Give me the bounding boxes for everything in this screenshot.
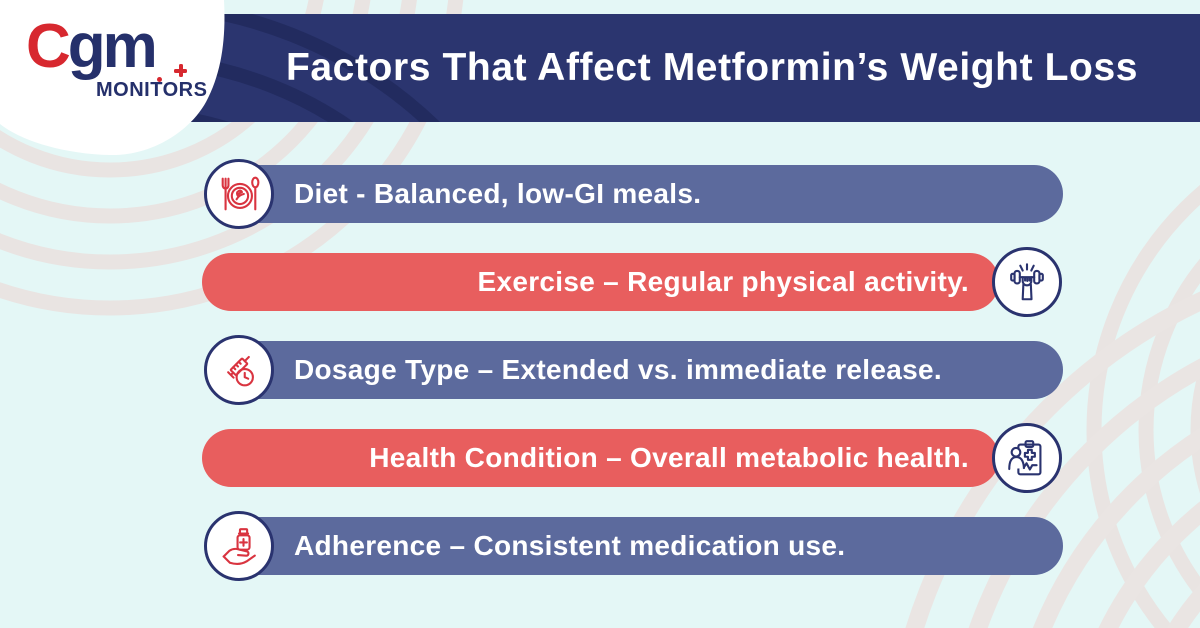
- factor-pill-diet: Diet - Balanced, low-GI meals.: [206, 165, 1063, 223]
- logo-wordmark: Cgm: [26, 12, 158, 81]
- logo-plus-icon: [174, 64, 187, 77]
- header-banner: Factors That Affect Metformin’s Weight L…: [190, 14, 1200, 122]
- health-icon-circle: [992, 423, 1062, 493]
- factor-label-dosage-type: Dosage Type – Extended vs. immediate rel…: [294, 354, 942, 385]
- factor-label-diet: Diet - Balanced, low-GI meals.: [294, 178, 702, 209]
- factor-label-adherence: Adherence – Consistent medication use.: [294, 530, 846, 561]
- logo-subtitle: MONITORS: [96, 79, 208, 101]
- logo-i-dot-decor: [157, 77, 162, 82]
- exercise-icon-circle: [992, 247, 1062, 317]
- hand-dumbbell-icon: [1010, 263, 1044, 301]
- syringe-stopwatch-icon: [227, 355, 254, 387]
- diet-icon-circle: [204, 159, 274, 229]
- dosage-icon-circle: [204, 335, 274, 405]
- logo-background-blob: [0, 0, 225, 156]
- factor-pill-health-condition: Health Condition – Overall metabolic hea…: [202, 429, 999, 487]
- logo-letters-gm: gm: [67, 12, 158, 81]
- factor-pill-adherence: Adherence – Consistent medication use.: [206, 517, 1063, 575]
- page-title: Factors That Affect Metformin’s Weight L…: [285, 46, 1139, 89]
- cgm-monitors-logo: Cgm MONITORS: [26, 16, 216, 108]
- clipboard-pulse-icon: [1008, 440, 1042, 476]
- factor-label-exercise: Exercise – Regular physical activity.: [477, 266, 969, 297]
- adherence-icon-circle: [204, 511, 274, 581]
- factor-label-health-condition: Health Condition – Overall metabolic hea…: [369, 442, 969, 473]
- logo-letter-c: C: [26, 12, 71, 81]
- fork-plate-spoon-icon: [221, 176, 260, 211]
- hand-medicine-bottle-icon: [222, 528, 256, 565]
- factor-pill-dosage-type: Dosage Type – Extended vs. immediate rel…: [206, 341, 1063, 399]
- factor-pill-exercise: Exercise – Regular physical activity.: [202, 253, 999, 311]
